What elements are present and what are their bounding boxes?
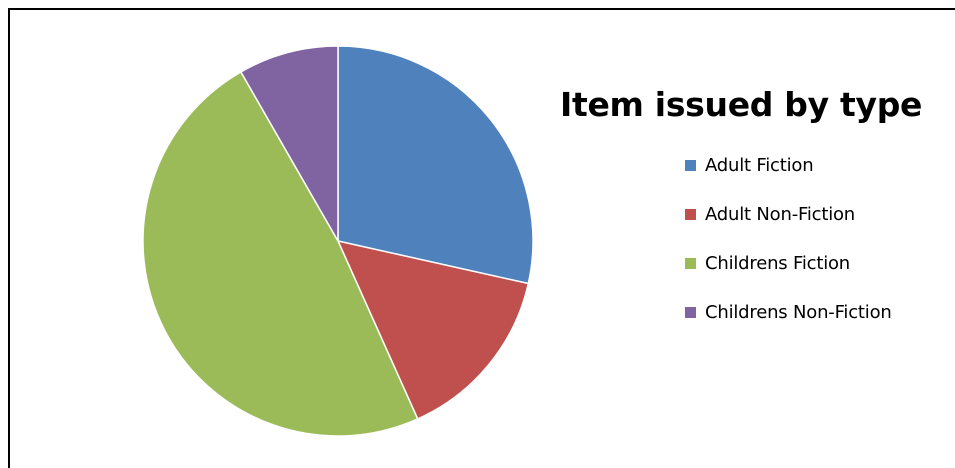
legend-swatch — [685, 159, 696, 171]
legend-swatch — [685, 257, 696, 269]
pie-slice-childrens-non-fiction — [240, 45, 339, 242]
chart-legend: Adult Fiction Adult Non-Fiction Children… — [685, 153, 892, 349]
legend-label: Childrens Non-Fiction — [705, 301, 892, 323]
chart-title: Item issued by type — [560, 85, 923, 124]
legend-item-childrens-non-fiction: Childrens Non-Fiction — [685, 300, 892, 324]
pie-slice-adult-fiction — [337, 45, 534, 285]
legend-swatch — [685, 208, 696, 220]
legend-swatch — [685, 306, 696, 318]
pie-slice-childrens-fiction — [142, 71, 419, 437]
legend-item-childrens-fiction: Childrens Fiction — [685, 251, 892, 275]
legend-label: Adult Non-Fiction — [705, 203, 856, 225]
chart-frame — [8, 8, 955, 468]
legend-label: Adult Fiction — [705, 154, 814, 176]
pie-slice-adult-non-fiction — [337, 240, 530, 420]
legend-item-adult-fiction: Adult Fiction — [685, 153, 892, 177]
legend-label: Childrens Fiction — [705, 252, 851, 274]
legend-item-adult-non-fiction: Adult Non-Fiction — [685, 202, 892, 226]
